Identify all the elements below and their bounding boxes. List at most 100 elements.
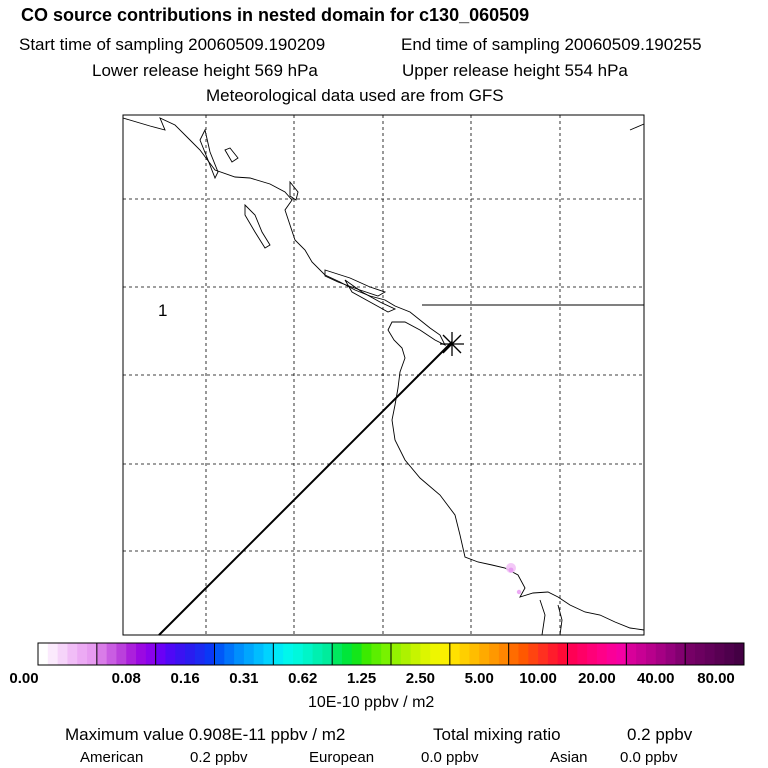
colorbar <box>37 642 745 666</box>
colorbar-swatch <box>616 643 627 665</box>
total-mixing-ratio-value: 0.2 ppbv <box>627 725 693 744</box>
colorbar-swatch <box>38 643 49 665</box>
colorbar-swatch <box>685 643 696 665</box>
colorbar-swatch <box>734 643 745 665</box>
colorbar-swatch <box>194 643 206 665</box>
grid-lines <box>123 115 644 635</box>
colorbar-swatch <box>361 643 372 665</box>
map-panel: 1 <box>122 114 645 636</box>
colorbar-swatch <box>126 643 137 665</box>
colorbar-tick-label: 0.00 <box>9 670 39 687</box>
end-time: End time of sampling 20060509.190255 <box>401 35 702 54</box>
colorbar-swatch <box>704 643 715 665</box>
colorbar-swatch <box>381 643 392 665</box>
colorbar-swatch <box>489 643 500 665</box>
colorbar-swatch <box>371 643 382 665</box>
colorbar-swatch <box>587 643 598 665</box>
colorbar-swatch <box>400 643 412 665</box>
colorbar-swatch <box>283 643 294 665</box>
colorbar-swatch <box>498 643 510 665</box>
colorbar-swatch <box>410 643 421 665</box>
colorbar-swatch <box>351 643 362 665</box>
colorbar-tick-label: 40.00 <box>636 670 675 687</box>
colorbar-tick-label: 0.16 <box>170 670 200 687</box>
colorbar-swatch <box>341 643 353 665</box>
colorbar-tick-label: 0.62 <box>288 670 318 687</box>
colorbar-swatch <box>57 643 68 665</box>
colorbar-swatch <box>185 643 196 665</box>
colorbar-swatch <box>430 643 441 665</box>
colorbar-tick-label: 0.08 <box>111 670 141 687</box>
colorbar-swatch <box>567 643 578 665</box>
lower-release-height: Lower release height 569 hPa <box>92 61 318 80</box>
colorbar-swatch <box>420 643 431 665</box>
colorbar-swatch <box>47 643 59 665</box>
colorbar-swatch <box>665 643 676 665</box>
colorbar-swatch <box>165 643 176 665</box>
colorbar-swatch <box>469 643 480 665</box>
upper-release-height: Upper release height 554 hPa <box>402 61 628 80</box>
cell-label: 1 <box>158 301 167 320</box>
colorbar-swatch <box>538 643 549 665</box>
colorbar-swatch <box>714 643 725 665</box>
start-time: Start time of sampling 20060509.190209 <box>19 35 326 54</box>
colorbar-swatch <box>724 643 735 665</box>
colorbar-swatch <box>322 643 333 665</box>
flight-track <box>158 341 453 636</box>
colorbar-swatch <box>557 643 568 665</box>
colorbar-swatch <box>273 643 284 665</box>
colorbar-swatch <box>77 643 88 665</box>
colorbar-swatch <box>449 643 461 665</box>
contribution-hotspots <box>506 563 522 595</box>
total-mixing-ratio-label: Total mixing ratio <box>433 725 561 744</box>
region-european-value: 0.0 ppbv <box>421 749 479 766</box>
colorbar-swatch <box>479 643 490 665</box>
colorbar-swatch <box>302 643 313 665</box>
region-asian-name: Asian <box>550 749 588 766</box>
maximum-value: Maximum value 0.908E-11 ppbv / m2 <box>65 725 346 744</box>
colorbar-swatch <box>243 643 255 665</box>
colorbar-swatch <box>175 643 186 665</box>
region-american-name: American <box>80 749 144 766</box>
colorbar-tick-label: 5.00 <box>464 670 494 687</box>
colorbar-swatch <box>145 643 157 665</box>
region-american-value: 0.2 ppbv <box>190 749 248 766</box>
colorbar-swatch <box>96 643 108 665</box>
colorbar-tick-label: 0.31 <box>229 670 259 687</box>
colorbar-swatch <box>312 643 323 665</box>
colorbar-swatch <box>106 643 117 665</box>
colorbar-swatch <box>459 643 470 665</box>
colorbar-swatch <box>263 643 274 665</box>
colorbar-swatch <box>518 643 529 665</box>
colorbar-swatch <box>234 643 245 665</box>
colorbar-swatch <box>626 643 637 665</box>
colorbar-swatch <box>253 643 264 665</box>
colorbar-swatch <box>655 643 666 665</box>
colorbar-swatch <box>136 643 147 665</box>
colorbar-tick-label: 10.00 <box>519 670 557 687</box>
receptor-marker <box>440 332 464 356</box>
colorbar-swatch <box>332 643 343 665</box>
colorbar-tick-label: 20.00 <box>578 670 616 687</box>
colorbar-tick-label: 80.00 <box>697 670 735 687</box>
colorbar-swatch <box>547 643 559 665</box>
colorbar-swatch <box>87 643 98 665</box>
colorbar-swatch <box>636 643 647 665</box>
colorbar-swatch <box>391 643 402 665</box>
colorbar-swatch <box>645 643 657 665</box>
colorbar-swatch <box>694 643 706 665</box>
colorbar-swatch <box>155 643 166 665</box>
colorbar-swatch <box>508 643 519 665</box>
plot-title: CO source contributions in nested domain… <box>21 5 530 25</box>
colorbar-swatch <box>606 643 617 665</box>
colorbar-tick-label: 1.25 <box>346 670 377 687</box>
colorbar-swatch <box>440 643 451 665</box>
colorbar-swatch <box>292 643 304 665</box>
colorbar-swatch <box>577 643 588 665</box>
colorbar-swatch <box>116 643 127 665</box>
colorbar-tick-label: 2.50 <box>405 670 436 687</box>
colorbar-swatch <box>204 643 215 665</box>
coastline <box>122 117 645 636</box>
colorbar-swatch <box>596 643 608 665</box>
